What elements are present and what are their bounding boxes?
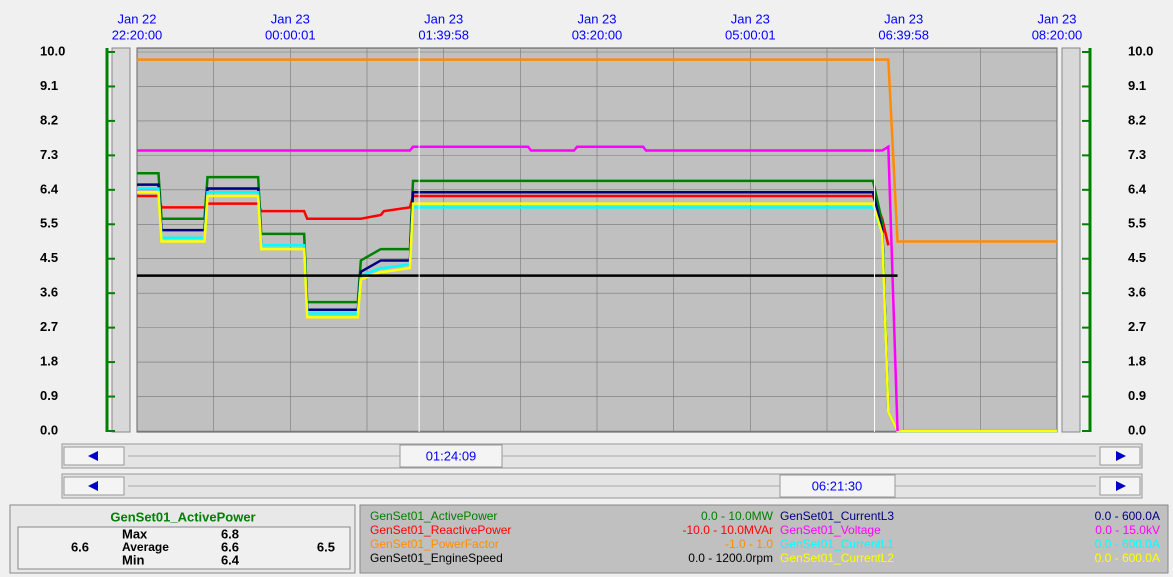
y-tick-label: 1.8 <box>1128 354 1146 369</box>
trend-line <box>137 190 1057 433</box>
legend-range: 0.0 - 1200.0rpm <box>688 551 773 565</box>
y-tick-label: 6.4 <box>1128 181 1147 196</box>
y-tick-label: 10.0 <box>40 43 65 58</box>
x-tick-time: 01:39:58 <box>418 27 469 42</box>
y-tick-label: 7.3 <box>1128 147 1146 162</box>
x-tick-time: 00:00:01 <box>265 27 316 42</box>
x-tick-date: Jan 23 <box>424 11 463 26</box>
y-tick-label: 10.0 <box>1128 43 1153 58</box>
trend-line <box>137 183 1057 433</box>
x-tick-time: 22:20:00 <box>112 27 163 42</box>
y-tick-label: 0.9 <box>1128 388 1146 403</box>
legend-name: GenSet01_EngineSpeed <box>370 551 503 565</box>
stats-left: 6.6 <box>71 539 89 554</box>
cursor-thumb[interactable] <box>779 474 896 498</box>
legend-range: 0.0 - 10.0MW <box>701 509 774 523</box>
legend-range: 0.0 - 15.0kV <box>1095 523 1160 537</box>
x-tick-date: Jan 22 <box>117 11 156 26</box>
y-tick-label: 0.0 <box>1128 422 1146 437</box>
stats-value: 6.8 <box>221 526 239 541</box>
legend-name: GenSet01_CurrentL3 <box>780 509 894 523</box>
y-tick-label: 0.0 <box>40 422 58 437</box>
x-tick-time: 05:00:01 <box>725 27 776 42</box>
x-tick-date: Jan 23 <box>1037 11 1076 26</box>
y-tick-label: 4.5 <box>40 250 58 265</box>
legend-name: GenSet01_CurrentL1 <box>780 537 894 551</box>
legend-range: 0.0 - 600.0A <box>1095 537 1160 551</box>
y-tick-label: 9.1 <box>40 78 58 93</box>
y-tick-label: 8.2 <box>1128 112 1146 127</box>
stats-label: Min <box>122 552 144 567</box>
legend-range: 0.0 - 600.0A <box>1095 551 1160 565</box>
stats-label: Max <box>122 526 148 541</box>
y-tick-label: 1.8 <box>40 354 58 369</box>
y-tick-label: 9.1 <box>1128 78 1146 93</box>
arrow-left <box>88 481 98 491</box>
right-slider[interactable] <box>1061 47 1081 433</box>
trend-line <box>137 172 1057 433</box>
trend-line <box>137 187 1057 433</box>
y-tick-label: 8.2 <box>40 112 58 127</box>
left-slider[interactable] <box>111 47 131 433</box>
stats-right: 6.5 <box>317 539 335 554</box>
legend-name: GenSet01_CurrentL2 <box>780 551 894 565</box>
legend-panel <box>359 504 1169 574</box>
legend-name: GenSet01_PowerFactor <box>370 537 499 551</box>
y-tick-label: 3.6 <box>40 285 58 300</box>
arrow-right <box>1116 481 1126 491</box>
cursor-label: 01:24:09 <box>426 448 477 463</box>
stats-title: GenSet01_ActivePower <box>110 509 255 524</box>
y-tick-label: 3.6 <box>1128 285 1146 300</box>
legend-range: 0.0 - 600.0A <box>1095 509 1160 523</box>
x-tick-time: 06:39:58 <box>878 27 929 42</box>
legend-range: -10.0 - 10.0MVAr <box>683 523 773 537</box>
stats-value: 6.6 <box>221 539 239 554</box>
stats-value: 6.4 <box>221 552 240 567</box>
y-tick-label: 4.5 <box>1128 250 1146 265</box>
legend-name: GenSet01_Voltage <box>780 523 881 537</box>
x-tick-date: Jan 23 <box>271 11 310 26</box>
arrow-left <box>88 451 98 461</box>
y-tick-label: 2.7 <box>40 319 58 334</box>
trend-line <box>137 58 1057 243</box>
legend-name: GenSet01_ReactivePower <box>370 523 511 537</box>
arrow-right <box>1116 451 1126 461</box>
cursor-thumb[interactable] <box>399 444 503 468</box>
x-tick-date: Jan 23 <box>731 11 770 26</box>
x-tick-date: Jan 23 <box>884 11 923 26</box>
y-tick-label: 6.4 <box>40 181 59 196</box>
x-tick-date: Jan 23 <box>577 11 616 26</box>
x-tick-time: 03:20:00 <box>572 27 623 42</box>
legend-range: -1.0 - 1.0 <box>725 537 773 551</box>
trend-line <box>137 144 899 432</box>
y-tick-label: 0.9 <box>40 388 58 403</box>
y-tick-label: 5.5 <box>40 216 58 231</box>
y-tick-label: 7.3 <box>40 147 58 162</box>
stats-label: Average <box>122 540 169 554</box>
stats-box <box>17 526 351 570</box>
legend-name: GenSet01_ActivePower <box>370 509 497 523</box>
y-tick-label: 2.7 <box>1128 319 1146 334</box>
x-tick-time: 08:20:00 <box>1032 27 1083 42</box>
cursor-label: 06:21:30 <box>812 478 863 493</box>
y-tick-label: 5.5 <box>1128 216 1146 231</box>
